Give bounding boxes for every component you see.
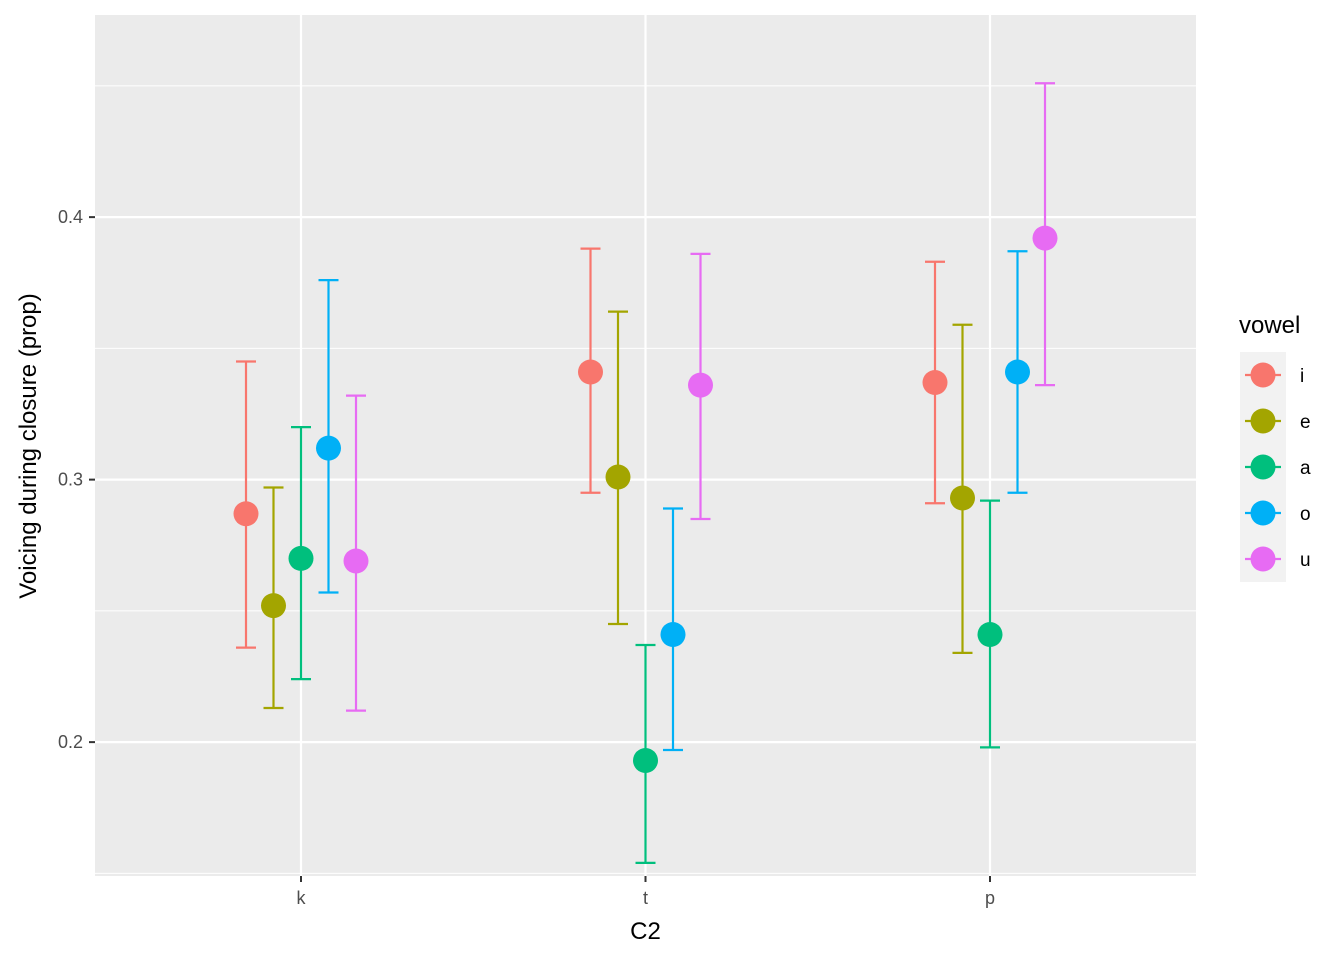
y-axis-title: Voicing during closure (prop) xyxy=(15,293,42,599)
point-o-k xyxy=(316,435,341,461)
point-e-k xyxy=(261,593,286,619)
legend-title: vowel xyxy=(1239,312,1300,339)
point-o-p xyxy=(1005,359,1030,385)
point-u-p xyxy=(1032,225,1058,251)
legend-key-a xyxy=(1240,444,1286,490)
legend-label-i: i xyxy=(1300,366,1304,387)
legend-key-point xyxy=(1250,500,1276,526)
point-a-p xyxy=(977,622,1003,647)
legend-key-i xyxy=(1240,352,1286,398)
y-tick-label: 0.2 xyxy=(58,732,83,752)
point-e-p xyxy=(950,485,975,511)
point-i-k xyxy=(233,501,259,527)
point-o-t xyxy=(660,622,686,647)
point-e-t xyxy=(605,464,631,490)
axes: 0.2 0.3 0.4 k t p xyxy=(58,207,995,908)
legend: vowel i e a o u xyxy=(1239,312,1311,582)
x-tick-label: t xyxy=(643,888,648,908)
data-marks xyxy=(233,82,1058,864)
point-u-k xyxy=(343,548,369,574)
legend-label-o: o xyxy=(1300,504,1311,525)
point-u-t xyxy=(688,372,713,398)
legend-key-point xyxy=(1250,454,1276,480)
legend-label-a: a xyxy=(1300,458,1311,479)
legend-key-point xyxy=(1250,408,1276,434)
y-tick-label: 0.3 xyxy=(58,470,83,490)
x-tick-label: k xyxy=(297,888,307,908)
x-axis-title: C2 xyxy=(630,918,661,945)
legend-key-o xyxy=(1240,490,1286,536)
legend-key-e xyxy=(1240,398,1286,444)
point-a-t xyxy=(633,748,658,773)
x-tick-label: p xyxy=(985,888,995,908)
legend-label-u: u xyxy=(1300,550,1311,571)
point-i-t xyxy=(578,359,603,385)
legend-key-point xyxy=(1250,362,1276,388)
y-tick-label: 0.4 xyxy=(58,207,83,227)
legend-label-e: e xyxy=(1300,412,1311,433)
point-i-p xyxy=(922,370,948,395)
legend-key-point xyxy=(1250,546,1276,572)
point-a-k xyxy=(288,545,314,571)
legend-key-u xyxy=(1240,536,1286,582)
